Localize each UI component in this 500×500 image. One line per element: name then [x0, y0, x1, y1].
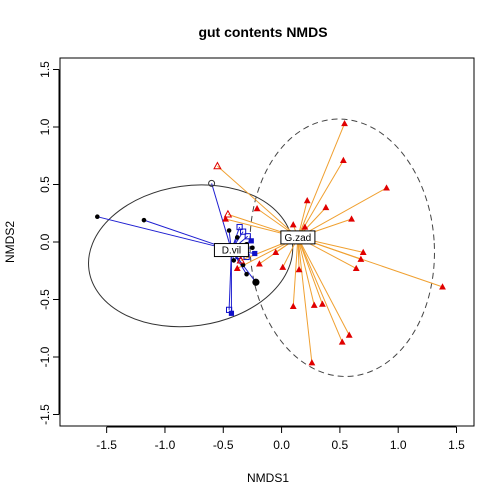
x-axis-label: NMDS1: [247, 471, 289, 485]
x-tick-label: 1.5: [448, 438, 465, 452]
point-triangle: [301, 223, 309, 230]
point-open-triangle: [223, 209, 233, 218]
chart-title: gut contents NMDS: [198, 24, 327, 40]
spoke-line: [297, 237, 323, 305]
point-dot: [244, 271, 249, 277]
point-triangle: [357, 255, 365, 262]
y-tick-label: 1.5: [38, 61, 52, 78]
point-triangle: [279, 263, 287, 270]
point-dot: [95, 214, 100, 219]
x-tick-label: 0.5: [332, 438, 349, 452]
point-dot: [240, 262, 246, 268]
point-dot: [252, 278, 260, 286]
point-triangle: [303, 197, 311, 204]
group-ellipses: [88, 118, 435, 377]
x-tick-label: -1.5: [96, 438, 117, 452]
point-triangle: [295, 266, 303, 273]
point-open-square: [239, 228, 247, 235]
spoke-line: [297, 237, 315, 306]
point-open-triangle: [213, 161, 222, 170]
group-label-box: [280, 230, 316, 245]
spoke-line: [297, 237, 313, 363]
point-triangle: [338, 338, 346, 345]
point-dot: [250, 245, 255, 251]
plot-area-border: [59, 57, 475, 427]
y-tick-label: -1.0: [38, 346, 52, 367]
point-triangle: [289, 302, 297, 309]
point-triangle: [359, 248, 367, 255]
point-open-circle: [208, 179, 216, 187]
spoke-line: [292, 237, 299, 307]
x-tick-label: -1.0: [155, 438, 176, 452]
data-points: [95, 119, 446, 366]
y-axis-label: NMDS2: [3, 221, 17, 263]
group-labels: D.vil G.zad: [213, 230, 316, 258]
spoke-line: [297, 236, 443, 288]
point-triangle: [341, 119, 348, 127]
spoke-line: [297, 237, 343, 343]
spoke-line: [297, 123, 346, 238]
group-label-dvil: D.vil: [213, 243, 249, 258]
spoke-line: [217, 165, 299, 238]
point-square: [248, 238, 254, 244]
point-triangle: [310, 301, 318, 308]
point-dot: [226, 228, 232, 233]
point-triangle: [272, 248, 280, 255]
point-triangle: [383, 184, 390, 191]
point-triangle: [339, 156, 347, 163]
point-triangle: [256, 260, 263, 267]
point-triangle: [352, 264, 360, 272]
point-triangle: [318, 300, 326, 307]
point-dot: [234, 235, 240, 240]
point-open-square: [236, 223, 243, 231]
point-triangle: [308, 359, 316, 366]
point-square: [252, 250, 258, 257]
point-triangle: [439, 283, 446, 290]
y-tick-label: 0.5: [38, 176, 52, 193]
y-tick-label: 0.0: [38, 233, 52, 250]
point-dot: [141, 217, 147, 223]
spoke-line: [297, 187, 387, 238]
group-label-text: G.zad: [285, 233, 312, 244]
point-triangle: [253, 205, 261, 212]
point-triangle: [322, 203, 330, 211]
point-triangle: [222, 215, 229, 222]
point-square: [228, 310, 235, 316]
ellipse-dvil: [88, 184, 294, 328]
x-tick-label: 0.0: [273, 438, 290, 452]
point-dot: [231, 258, 237, 263]
y-tick-label: 1.0: [38, 118, 52, 135]
y-tick-label: -1.5: [38, 404, 52, 425]
point-triangle: [345, 331, 353, 338]
point-triangle: [233, 264, 241, 272]
point-triangle: [289, 221, 297, 228]
ellipse-gzad: [249, 118, 435, 377]
point-open-triangle: [236, 255, 246, 264]
group-label-text: D.vil: [222, 246, 241, 257]
spoke-line: [297, 237, 350, 336]
spoke-line: [211, 183, 232, 251]
y-tick-label: -0.5: [38, 289, 52, 310]
point-open-square: [244, 233, 251, 240]
group-label-box: [213, 243, 249, 258]
x-axis: -1.5 -1.0 -0.5 0.0 0.5 1.0 1.5: [96, 426, 465, 452]
x-tick-label: 1.0: [390, 438, 407, 452]
y-axis: -1.5 -1.0 -0.5 0.0 0.5 1.0 1.5: [38, 61, 60, 425]
point-triangle: [348, 215, 355, 222]
group-label-gzad: G.zad: [280, 230, 316, 245]
x-tick-label: -0.5: [213, 438, 234, 452]
spoke-line: [97, 216, 232, 251]
centroid-spokes: [97, 123, 443, 363]
